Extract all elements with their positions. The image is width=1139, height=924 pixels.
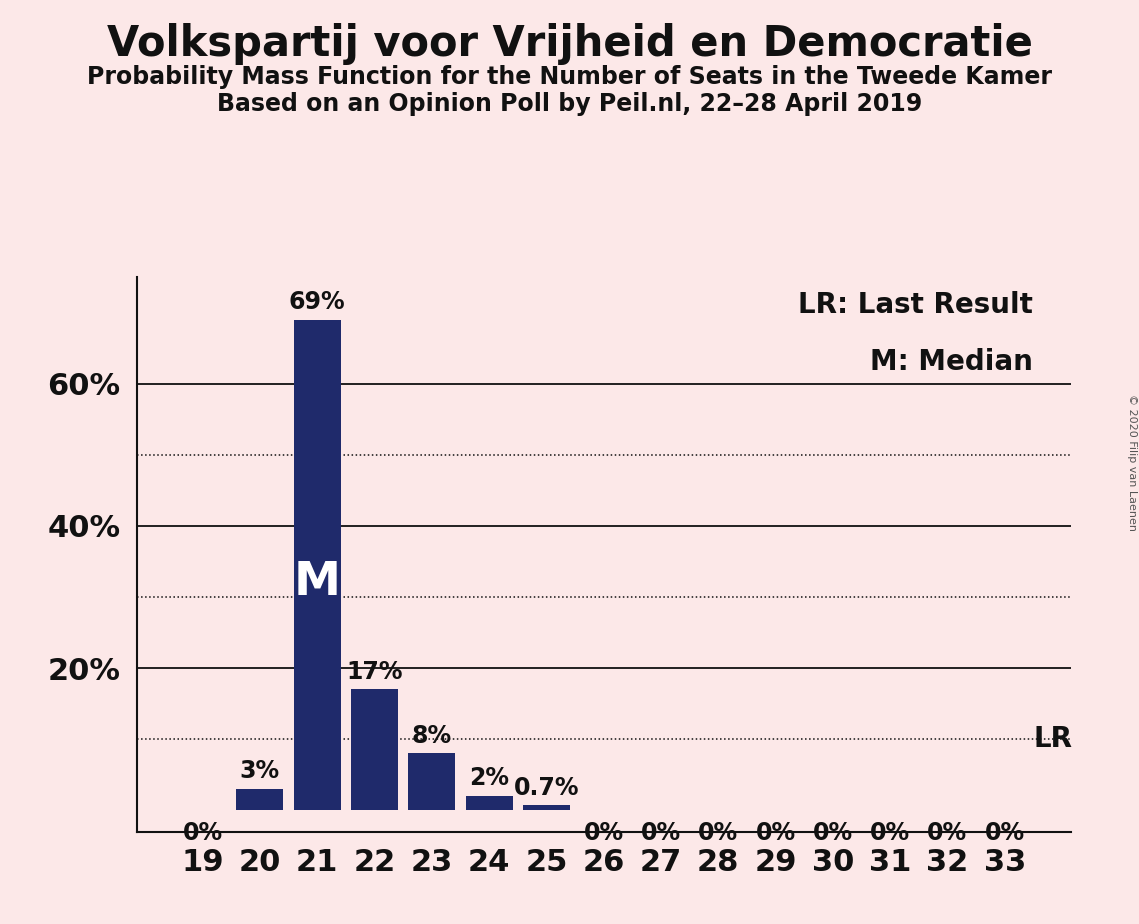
Text: 0%: 0% [641, 821, 681, 845]
Bar [523, 806, 570, 810]
Text: 0.7%: 0.7% [514, 775, 579, 799]
Bar [408, 753, 456, 810]
Text: 0%: 0% [583, 821, 624, 845]
Text: 0%: 0% [813, 821, 853, 845]
Bar [294, 320, 341, 810]
Text: 2%: 2% [469, 766, 509, 790]
Bar [351, 689, 398, 810]
Bar [466, 796, 513, 810]
Text: 0%: 0% [755, 821, 796, 845]
Text: 8%: 8% [411, 723, 452, 748]
Text: LR: Last Result: LR: Last Result [798, 291, 1033, 320]
Text: 69%: 69% [289, 290, 345, 314]
Text: LR: LR [1033, 725, 1072, 753]
Bar [237, 789, 284, 810]
Text: 0%: 0% [870, 821, 910, 845]
Text: 17%: 17% [346, 660, 403, 684]
Text: M: Median: M: Median [870, 348, 1033, 376]
Text: 0%: 0% [698, 821, 738, 845]
Text: 0%: 0% [182, 821, 223, 845]
Text: Based on an Opinion Poll by Peil.nl, 22–28 April 2019: Based on an Opinion Poll by Peil.nl, 22–… [216, 92, 923, 116]
Text: © 2020 Filip van Laenen: © 2020 Filip van Laenen [1126, 394, 1137, 530]
Text: M: M [294, 560, 341, 605]
Text: 3%: 3% [240, 760, 280, 784]
Text: Volkspartij voor Vrijheid en Democratie: Volkspartij voor Vrijheid en Democratie [107, 23, 1032, 65]
Text: 0%: 0% [927, 821, 967, 845]
Text: Probability Mass Function for the Number of Seats in the Tweede Kamer: Probability Mass Function for the Number… [87, 65, 1052, 89]
Text: 0%: 0% [984, 821, 1025, 845]
